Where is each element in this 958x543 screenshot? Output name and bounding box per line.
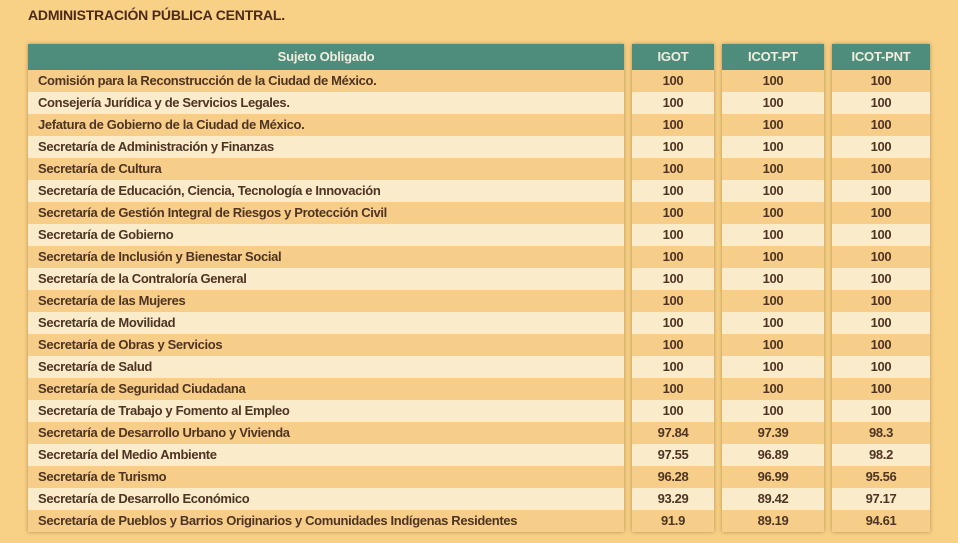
cell-igot: 91.9 [632, 510, 714, 532]
cell-igot: 100 [632, 114, 714, 136]
cell-name: Secretaría de Desarrollo Urbano y Vivien… [28, 422, 624, 444]
cell-icot-pnt: 100 [832, 312, 930, 334]
cell-icot-pt: 100 [722, 334, 824, 356]
cell-icot-pnt: 100 [832, 180, 930, 202]
cell-name: Secretaría de Administración y Finanzas [28, 136, 624, 158]
cell-igot: 100 [632, 180, 714, 202]
cell-name: Secretaría de Pueblos y Barrios Originar… [28, 510, 624, 532]
cell-name: Secretaría de Gestión Integral de Riesgo… [28, 202, 624, 224]
cell-name: Secretaría de Cultura [28, 158, 624, 180]
cell-icot-pnt: 100 [832, 334, 930, 356]
apc-table: Sujeto Obligado Comisión para la Reconstr… [28, 44, 930, 532]
cell-name: Secretaría de Movilidad [28, 312, 624, 334]
column-block-icot-pt: ICOT-PT 100 100 100 100 100 100 100 100 100 100 100… [722, 44, 824, 532]
cell-igot: 100 [632, 136, 714, 158]
page-title: ADMINISTRACIÓN PÚBLICA CENTRAL. [28, 7, 285, 23]
cell-name: Secretaría de Turismo [28, 466, 624, 488]
cell-icot-pt: 100 [722, 268, 824, 290]
cell-igot: 100 [632, 158, 714, 180]
cell-icot-pnt: 100 [832, 70, 930, 92]
cell-icot-pt: 97.39 [722, 422, 824, 444]
cell-icot-pnt: 94.61 [832, 510, 930, 532]
cell-name: Secretaría de Obras y Servicios [28, 334, 624, 356]
cell-igot: 100 [632, 202, 714, 224]
cell-icot-pt: 100 [722, 312, 824, 334]
cell-igot: 100 [632, 400, 714, 422]
cell-icot-pt: 100 [722, 180, 824, 202]
cell-name: Secretaría de la Contraloría General [28, 268, 624, 290]
cell-igot: 96.28 [632, 466, 714, 488]
cell-igot: 100 [632, 378, 714, 400]
cell-name: Secretaría de Salud [28, 356, 624, 378]
cell-icot-pnt: 100 [832, 356, 930, 378]
cell-icot-pt: 96.99 [722, 466, 824, 488]
column-header-igot: IGOT [632, 44, 714, 70]
column-block-icot-pnt: ICOT-PNT 100 100 100 100 100 100 100 100 100 100 10… [832, 44, 930, 532]
cell-icot-pnt: 100 [832, 400, 930, 422]
cell-igot: 100 [632, 334, 714, 356]
cell-icot-pnt: 100 [832, 378, 930, 400]
cell-icot-pt: 100 [722, 400, 824, 422]
cell-name: Secretaría de las Mujeres [28, 290, 624, 312]
cell-icot-pnt: 100 [832, 202, 930, 224]
cell-name: Comisión para la Reconstrucción de la Ci… [28, 70, 624, 92]
cell-icot-pt: 89.42 [722, 488, 824, 510]
column-block-igot: IGOT 100 100 100 100 100 100 100 100 100 100 100 100… [632, 44, 714, 532]
cell-igot: 100 [632, 70, 714, 92]
column-header-icot-pt: ICOT-PT [722, 44, 824, 70]
cell-icot-pnt: 98.2 [832, 444, 930, 466]
cell-icot-pt: 100 [722, 246, 824, 268]
column-header-icot-pnt: ICOT-PNT [832, 44, 930, 70]
cell-name: Secretaría de Inclusión y Bienestar Soci… [28, 246, 624, 268]
cell-igot: 97.55 [632, 444, 714, 466]
column-header-sujeto-obligado: Sujeto Obligado [28, 44, 624, 70]
cell-icot-pt: 100 [722, 378, 824, 400]
cell-icot-pt: 100 [722, 70, 824, 92]
cell-icot-pnt: 100 [832, 290, 930, 312]
cell-igot: 100 [632, 224, 714, 246]
cell-name: Secretaría de Gobierno [28, 224, 624, 246]
cell-icot-pt: 89.19 [722, 510, 824, 532]
cell-name: Consejería Jurídica y de Servicios Legal… [28, 92, 624, 114]
cell-igot: 97.84 [632, 422, 714, 444]
column-block-sujeto-obligado: Sujeto Obligado Comisión para la Reconstr… [28, 44, 624, 532]
cell-icot-pt: 100 [722, 224, 824, 246]
cell-name: Secretaría de Educación, Ciencia, Tecnol… [28, 180, 624, 202]
cell-icot-pnt: 100 [832, 268, 930, 290]
cell-igot: 100 [632, 246, 714, 268]
cell-igot: 100 [632, 356, 714, 378]
cell-igot: 100 [632, 268, 714, 290]
cell-icot-pnt: 95.56 [832, 466, 930, 488]
cell-icot-pt: 100 [722, 92, 824, 114]
cell-name: Secretaría de Seguridad Ciudadana [28, 378, 624, 400]
cell-igot: 100 [632, 92, 714, 114]
cell-name: Secretaría del Medio Ambiente [28, 444, 624, 466]
cell-icot-pnt: 100 [832, 246, 930, 268]
cell-igot: 100 [632, 290, 714, 312]
cell-icot-pt: 100 [722, 356, 824, 378]
cell-icot-pt: 96.89 [722, 444, 824, 466]
cell-icot-pnt: 100 [832, 114, 930, 136]
cell-icot-pnt: 98.3 [832, 422, 930, 444]
cell-icot-pt: 100 [722, 136, 824, 158]
cell-icot-pt: 100 [722, 290, 824, 312]
cell-icot-pnt: 100 [832, 224, 930, 246]
cell-name: Secretaría de Desarrollo Económico [28, 488, 624, 510]
cell-icot-pt: 100 [722, 158, 824, 180]
cell-icot-pt: 100 [722, 114, 824, 136]
cell-icot-pnt: 100 [832, 92, 930, 114]
cell-name: Jefatura de Gobierno de la Ciudad de Méx… [28, 114, 624, 136]
cell-igot: 93.29 [632, 488, 714, 510]
cell-icot-pt: 100 [722, 202, 824, 224]
cell-igot: 100 [632, 312, 714, 334]
cell-icot-pnt: 100 [832, 136, 930, 158]
cell-name: Secretaría de Trabajo y Fomento al Emple… [28, 400, 624, 422]
cell-icot-pnt: 100 [832, 158, 930, 180]
cell-icot-pnt: 97.17 [832, 488, 930, 510]
